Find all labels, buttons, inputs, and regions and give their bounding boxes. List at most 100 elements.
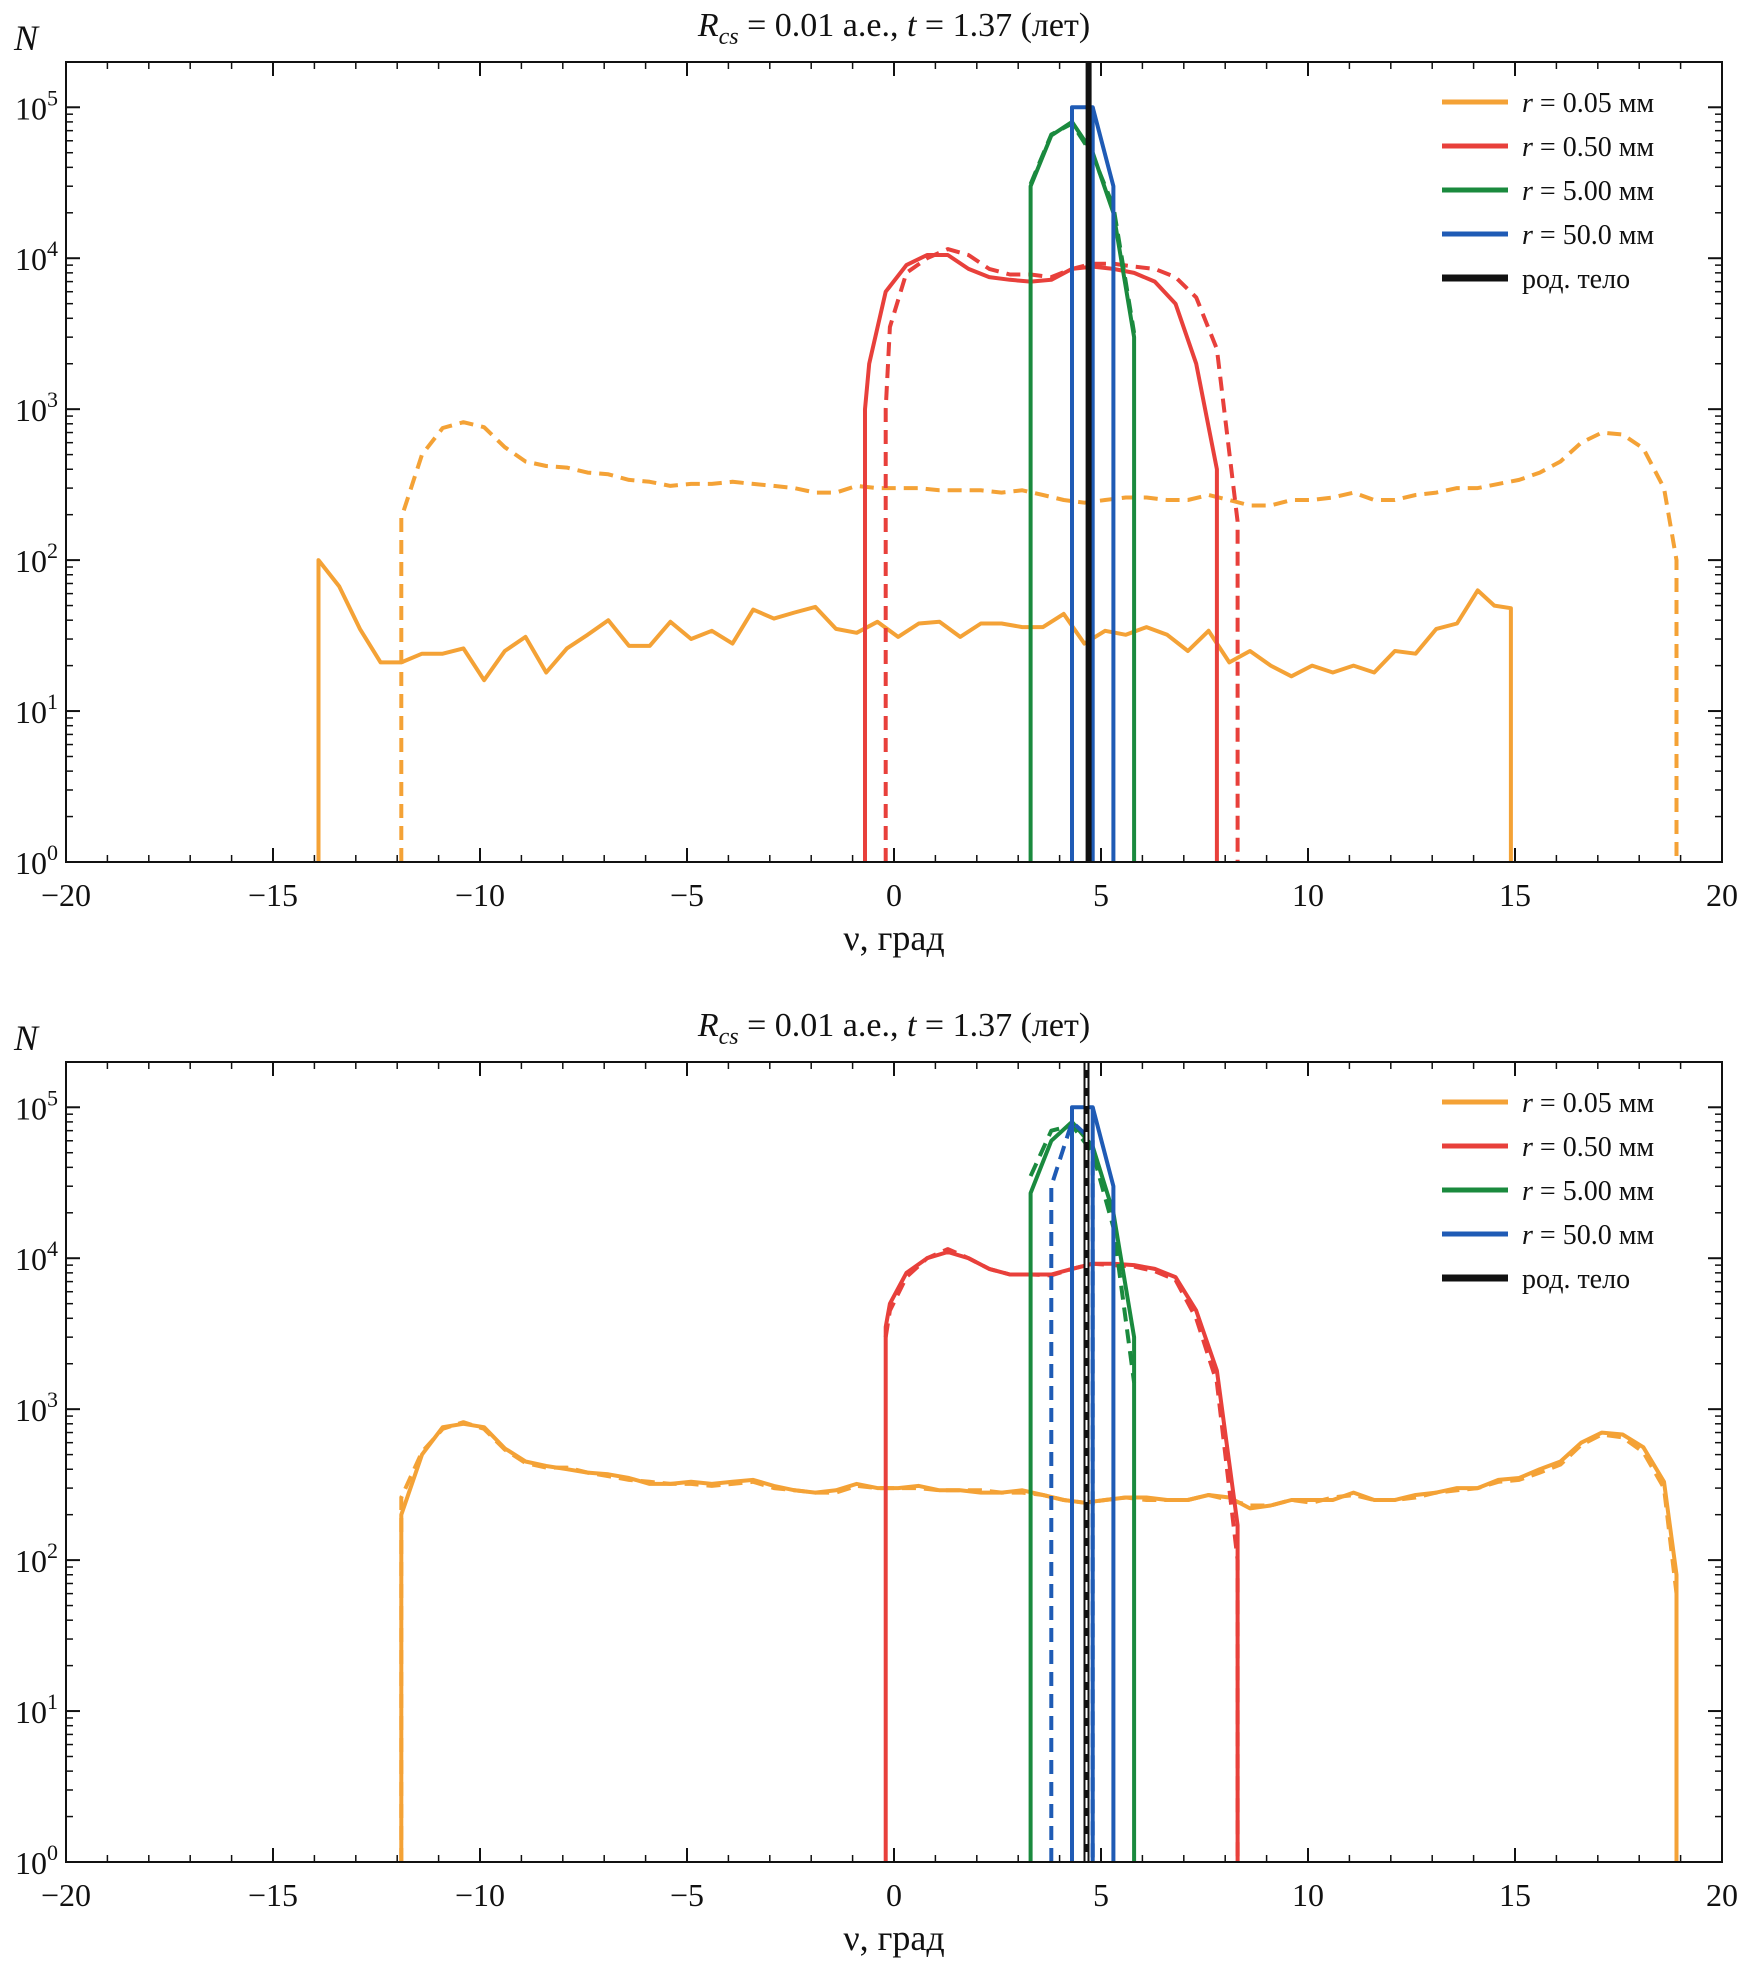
- y-tick-exp: 0: [47, 840, 58, 865]
- x-tick-label: 5: [1093, 877, 1109, 913]
- chart-panel-1: −20 −15 −10 −5 0 5 10 15 20100101102103104105Rcs…: [13, 7, 1738, 958]
- y-tick-base: 10: [15, 1694, 47, 1730]
- y-tick-label: 102: [15, 1538, 58, 1579]
- legend-r: r: [1522, 1132, 1533, 1163]
- legend-label: r = 5.00 мм: [1522, 1176, 1654, 1207]
- y-tick-label: 102: [15, 538, 58, 579]
- legend-text: = 0.50 мм: [1533, 1132, 1655, 1163]
- legend-text: = 5.00 мм: [1533, 1176, 1655, 1207]
- legend-label: r = 50.0 мм: [1522, 220, 1654, 251]
- plot-frame: [65, 1061, 1723, 1863]
- chart-title: Rcs = 0.01 а.е., t = 1.37 (лет): [697, 7, 1090, 50]
- y-axis-label: N: [13, 1018, 40, 1058]
- title-mid: = 0.01 а.е.,: [739, 7, 907, 44]
- legend-label: r = 0.50 мм: [1522, 132, 1654, 163]
- title-sub: cs: [719, 24, 739, 50]
- series-line-4: [883, 247, 1240, 862]
- y-tick-label: 103: [15, 1387, 58, 1428]
- x-tick-label: 15: [1499, 1877, 1531, 1913]
- legend-r: r: [1522, 1220, 1533, 1251]
- legend-r: r: [1522, 176, 1533, 207]
- series-line-9: [1049, 1119, 1095, 1862]
- y-tick-exp: 4: [47, 1236, 58, 1261]
- x-tick-label: 10: [1292, 877, 1324, 913]
- legend-r: r: [1522, 132, 1533, 163]
- legend-label: r = 0.05 мм: [1522, 1088, 1654, 1119]
- y-tick-base: 10: [15, 392, 47, 428]
- y-tick-label: 100: [15, 1840, 58, 1881]
- title-r: R: [697, 7, 719, 44]
- y-tick-label: 104: [15, 236, 58, 277]
- y-tick-base: 10: [15, 1241, 47, 1277]
- legend-label: r = 50.0 мм: [1522, 1220, 1654, 1251]
- legend-r: r: [1522, 1176, 1533, 1207]
- legend-label: r = 0.05 мм: [1522, 88, 1654, 119]
- y-axis-label: N: [13, 18, 40, 58]
- y-tick-base: 10: [15, 845, 47, 881]
- x-tick-label: 0: [886, 1877, 902, 1913]
- title-r: R: [697, 1007, 719, 1044]
- y-tick-label: 100: [15, 840, 58, 881]
- legend-text: = 5.00 мм: [1533, 176, 1655, 207]
- series-line-6: [1028, 1123, 1137, 1383]
- x-tick-label: −15: [248, 1877, 298, 1913]
- x-tick-label: 20: [1706, 1877, 1738, 1913]
- x-tick-label: −5: [670, 1877, 704, 1913]
- legend-label: r = 0.50 мм: [1522, 1132, 1654, 1163]
- legend: r = 0.05 ммr = 0.50 ммr = 5.00 ммr = 50.…: [1442, 88, 1654, 295]
- y-tick-exp: 1: [47, 1689, 58, 1714]
- series-line-4: [883, 1247, 1240, 1862]
- y-tick-base: 10: [15, 1543, 47, 1579]
- x-tick-label: −15: [248, 877, 298, 913]
- title-end: = 1.37 (лет): [916, 1007, 1090, 1044]
- title-mid: = 0.01 а.е.,: [739, 1007, 907, 1044]
- legend-text: = 50.0 мм: [1533, 220, 1655, 251]
- legend: r = 0.05 ммr = 0.50 ммr = 5.00 ммr = 50.…: [1442, 1088, 1654, 1295]
- legend-label: род. тело: [1522, 264, 1630, 295]
- series-line-1: [316, 558, 1513, 862]
- x-tick-label: 15: [1499, 877, 1531, 913]
- x-tick-label: 10: [1292, 1877, 1324, 1913]
- y-tick-exp: 3: [47, 387, 58, 412]
- y-tick-label: 101: [15, 1689, 58, 1730]
- legend-text: род. тело: [1522, 264, 1630, 295]
- series-group: [316, 62, 1679, 862]
- y-tick-exp: 4: [47, 236, 58, 261]
- title-t: t: [907, 7, 918, 44]
- y-tick-base: 10: [15, 543, 47, 579]
- legend-r: r: [1522, 220, 1533, 251]
- y-tick-label: 104: [15, 1236, 58, 1277]
- y-tick-label: 105: [15, 1085, 58, 1126]
- y-tick-base: 10: [15, 241, 47, 277]
- series-line-3: [883, 1250, 1240, 1862]
- y-tick-exp: 1: [47, 689, 58, 714]
- legend-text: = 0.05 мм: [1533, 1088, 1655, 1119]
- legend-r: r: [1522, 1088, 1533, 1119]
- x-tick-label: 20: [1706, 877, 1738, 913]
- title-sub: cs: [719, 1024, 739, 1050]
- x-tick-label: −5: [670, 877, 704, 913]
- x-tick-label: −10: [455, 1877, 505, 1913]
- y-tick-base: 10: [15, 1845, 47, 1881]
- x-tick-label: 5: [1093, 1877, 1109, 1913]
- x-axis-label: ν, град: [843, 1918, 944, 1958]
- legend-text: = 0.05 мм: [1533, 88, 1655, 119]
- y-tick-exp: 2: [47, 1538, 58, 1563]
- y-tick-exp: 0: [47, 1840, 58, 1865]
- legend-text: род. тело: [1522, 1264, 1630, 1295]
- title-end: = 1.37 (лет): [916, 7, 1090, 44]
- legend-label: r = 5.00 мм: [1522, 176, 1654, 207]
- y-tick-base: 10: [15, 90, 47, 126]
- series-line-1: [399, 1421, 1679, 1862]
- legend-label: род. тело: [1522, 1264, 1630, 1295]
- x-tick-label: 0: [886, 877, 902, 913]
- y-tick-exp: 3: [47, 1387, 58, 1412]
- y-tick-base: 10: [15, 1090, 47, 1126]
- x-tick-label: −20: [41, 1877, 91, 1913]
- y-tick-label: 105: [15, 85, 58, 126]
- x-tick-label: −10: [455, 877, 505, 913]
- y-tick-exp: 2: [47, 538, 58, 563]
- chart-panel-2: −20 −15 −10 −5 0 5 10 15 20100101102103104105Rcs…: [13, 1007, 1738, 1958]
- series-line-5: [1028, 1119, 1137, 1862]
- plot-frame: [65, 61, 1723, 863]
